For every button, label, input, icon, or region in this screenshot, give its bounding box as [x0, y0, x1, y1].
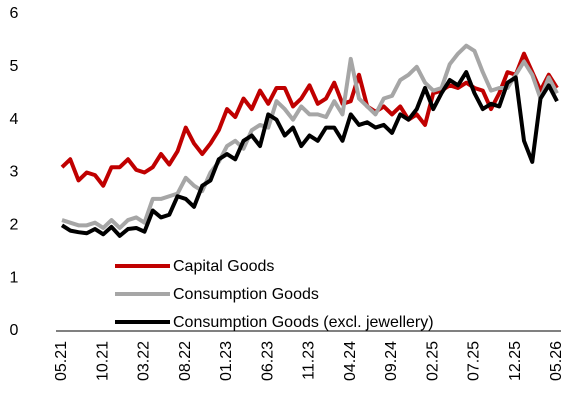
- legend-label: Consumption Goods: [173, 286, 319, 303]
- y-tick-label: 5: [10, 58, 19, 75]
- x-tick-label: 01.23: [218, 341, 235, 381]
- y-tick-label: 6: [10, 5, 19, 22]
- legend-label: Consumption Goods (excl. jewellery): [173, 314, 434, 331]
- y-tick-label: 1: [10, 269, 19, 286]
- y-tick-label: 3: [10, 164, 19, 181]
- x-tick-label: 09.24: [383, 341, 400, 381]
- series-line: [61, 43, 559, 230]
- x-tick-label: 05.21: [53, 341, 70, 381]
- y-tick-label: 2: [10, 217, 19, 234]
- x-tick-label: 02.25: [424, 341, 441, 381]
- x-tick-label: 06.23: [259, 341, 276, 381]
- x-tick-label: 05.26: [548, 341, 565, 381]
- series-line: [60, 70, 559, 238]
- x-tick-label: 04.24: [342, 341, 359, 381]
- x-tick-label: 12.25: [507, 341, 524, 381]
- y-tick-label: 4: [10, 111, 19, 128]
- y-tick-label: 0: [10, 322, 19, 339]
- legend-label: Capital Goods: [173, 258, 274, 275]
- x-tick-label: 03.22: [136, 341, 153, 381]
- x-tick-label: 11.23: [301, 341, 318, 380]
- x-tick-label: 10.21: [94, 341, 111, 381]
- x-tick-label: 07.25: [466, 341, 483, 381]
- x-tick-label: 08.22: [177, 341, 194, 381]
